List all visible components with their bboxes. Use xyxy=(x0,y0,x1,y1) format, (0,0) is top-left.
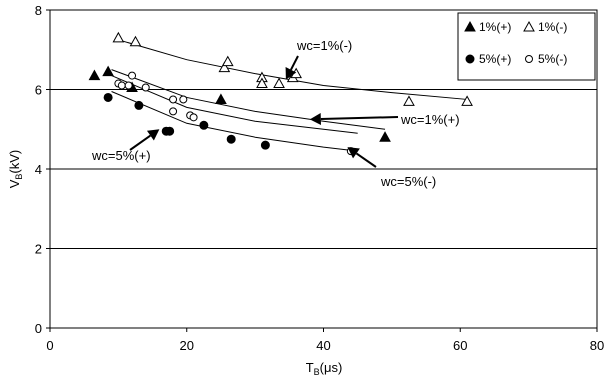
fit-curve xyxy=(111,69,386,130)
annotation-arrow xyxy=(355,152,377,168)
data-point xyxy=(199,120,209,130)
legend: 1%(+) 1%(-) 5%(+) 5%(-) xyxy=(464,20,567,66)
data-point xyxy=(169,107,178,116)
data-point xyxy=(102,65,114,77)
legend-marker xyxy=(465,54,475,64)
data-point xyxy=(273,77,285,89)
y-tick-label: 0 xyxy=(35,321,42,336)
data-point xyxy=(226,134,236,144)
legend-box xyxy=(457,12,596,81)
data-point xyxy=(141,83,150,92)
annotation-label: wc=5%(-) xyxy=(380,174,436,189)
data-point xyxy=(129,35,142,47)
fit-curve xyxy=(111,91,358,152)
annotation-label: wc=1%(+) xyxy=(400,112,460,127)
annotation-arrow xyxy=(290,55,299,71)
annotation-arrowhead xyxy=(309,113,321,126)
annotation-arrowhead xyxy=(146,129,160,141)
legend-label: 5%(+) xyxy=(479,52,511,66)
data-point xyxy=(165,126,175,136)
x-tick-label: 20 xyxy=(180,338,194,353)
data-point xyxy=(218,61,231,73)
x-tick-label: 40 xyxy=(316,338,330,353)
annotation-arrow xyxy=(129,134,151,151)
data-point xyxy=(215,93,227,104)
gridlines xyxy=(46,9,598,332)
data-point xyxy=(134,100,144,110)
x-tick-label: 60 xyxy=(453,338,467,353)
y-tick-label: 8 xyxy=(35,3,42,18)
annotations: wc=1%(-) wc=1%(+) wc=5%(+) wc=5%(-) xyxy=(91,38,460,189)
x-tick-label: 80 xyxy=(590,338,604,353)
legend-label: 1%(-) xyxy=(538,20,567,34)
data-point xyxy=(260,140,270,150)
x-tick-label: 0 xyxy=(46,338,53,353)
data-point xyxy=(124,81,133,90)
y-axis-label: VB(kV) xyxy=(7,150,24,189)
data-point xyxy=(221,55,234,67)
y-tick-label: 2 xyxy=(35,242,42,257)
annotation-label: wc=5%(+) xyxy=(91,148,151,163)
data-point xyxy=(128,71,137,80)
legend-marker xyxy=(525,55,533,63)
data-point xyxy=(189,113,198,122)
data-point xyxy=(256,77,268,89)
data-points xyxy=(88,31,473,156)
annotation-arrow xyxy=(320,116,399,121)
data-point xyxy=(169,95,178,104)
data-point xyxy=(88,69,101,81)
fit-curve xyxy=(111,75,358,134)
data-point xyxy=(403,95,415,106)
y-tick-label: 6 xyxy=(35,83,42,98)
legend-marker xyxy=(464,20,476,32)
data-point xyxy=(103,92,113,102)
x-axis-label: TB(μs) xyxy=(306,360,343,377)
data-point xyxy=(461,95,473,106)
y-tick-label: 4 xyxy=(35,162,42,177)
annotation-arrowhead xyxy=(347,147,360,159)
legend-label: 5%(-) xyxy=(538,52,567,66)
data-point xyxy=(379,131,391,142)
annotation-arrowhead xyxy=(285,67,297,80)
data-point xyxy=(112,31,125,43)
legend-marker xyxy=(523,20,535,32)
data-point xyxy=(117,81,126,90)
data-point xyxy=(179,95,188,104)
legend-label: 1%(+) xyxy=(479,20,511,34)
annotation-label: wc=1%(-) xyxy=(296,38,352,53)
